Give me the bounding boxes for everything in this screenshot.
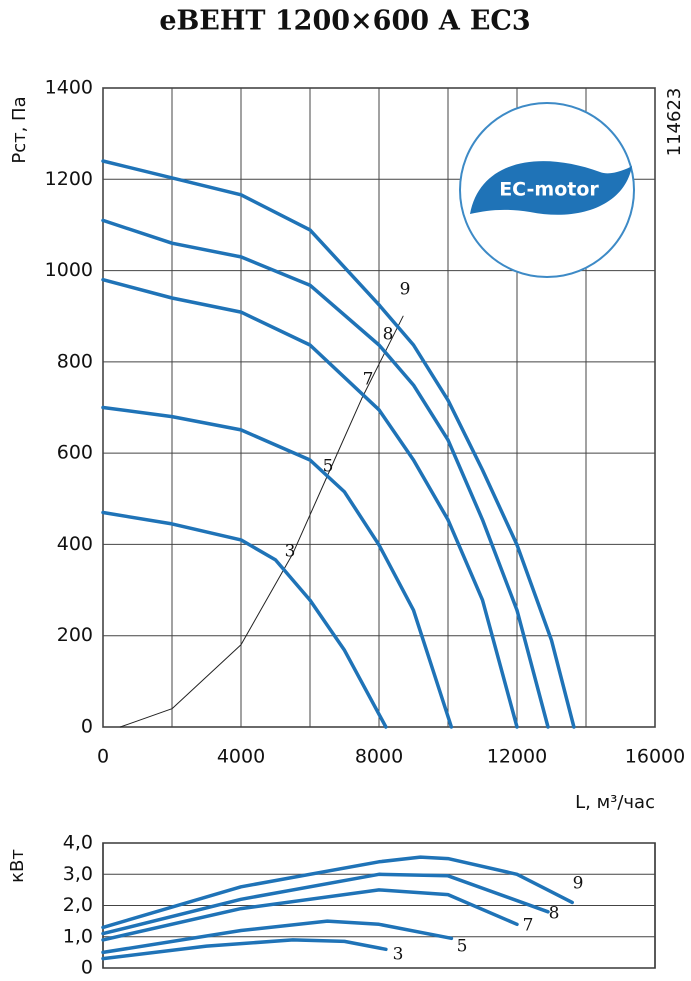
series-line: [101, 872, 550, 936]
series-line: [101, 888, 519, 942]
y-tick-label: 800: [57, 350, 93, 372]
x-tick-label: 8000: [355, 746, 403, 768]
series-line: [101, 405, 454, 729]
series-label: 7: [523, 916, 534, 936]
badge-leaf: [470, 161, 632, 215]
y-tick-label: 0: [81, 716, 93, 738]
series-label: 5: [457, 937, 468, 957]
series-label: 8: [383, 325, 394, 345]
annotation: 114623: [664, 88, 685, 157]
y-tick-label: 1400: [45, 77, 93, 99]
series-line: [101, 855, 574, 930]
y-axis-label: Pст, Па: [9, 96, 30, 163]
series-line: [101, 938, 388, 961]
series-line: [101, 277, 519, 729]
series-line: [101, 919, 454, 955]
x-axis-label: L, м³/час: [575, 792, 655, 813]
series-line: [101, 218, 550, 729]
chart-title: eВЕНТ 1200×600 А ЕС3: [159, 6, 530, 37]
y-tick-label: 3,0: [63, 863, 93, 885]
y-tick-label: 1000: [45, 259, 93, 281]
x-tick-label: 4000: [217, 746, 265, 768]
series-line: [101, 159, 576, 729]
y-axis-label: кВт: [7, 849, 28, 883]
series-label: 9: [400, 280, 411, 300]
series-label: 8: [549, 904, 560, 924]
y-tick-label: 1200: [45, 168, 93, 190]
series-label: 5: [323, 457, 334, 477]
y-tick-label: 200: [57, 624, 93, 646]
y-tick-label: 1,0: [63, 925, 93, 947]
series-label: 3: [393, 945, 404, 965]
y-tick-label: 0: [81, 957, 93, 979]
x-tick-label: 12000: [487, 746, 547, 768]
system-curve: [119, 315, 404, 728]
y-tick-label: 600: [57, 442, 93, 464]
series-label: 9: [573, 874, 584, 894]
series-line: [101, 510, 388, 729]
y-tick-label: 2,0: [63, 894, 93, 916]
y-tick-label: 400: [57, 533, 93, 555]
y-tick-label: 4,0: [63, 832, 93, 854]
x-tick-label: 0: [97, 746, 109, 768]
badge-text: EC-motor: [499, 179, 599, 201]
series-label: 3: [285, 542, 296, 562]
x-tick-label: 16000: [625, 746, 685, 768]
series-label: 7: [363, 370, 374, 390]
